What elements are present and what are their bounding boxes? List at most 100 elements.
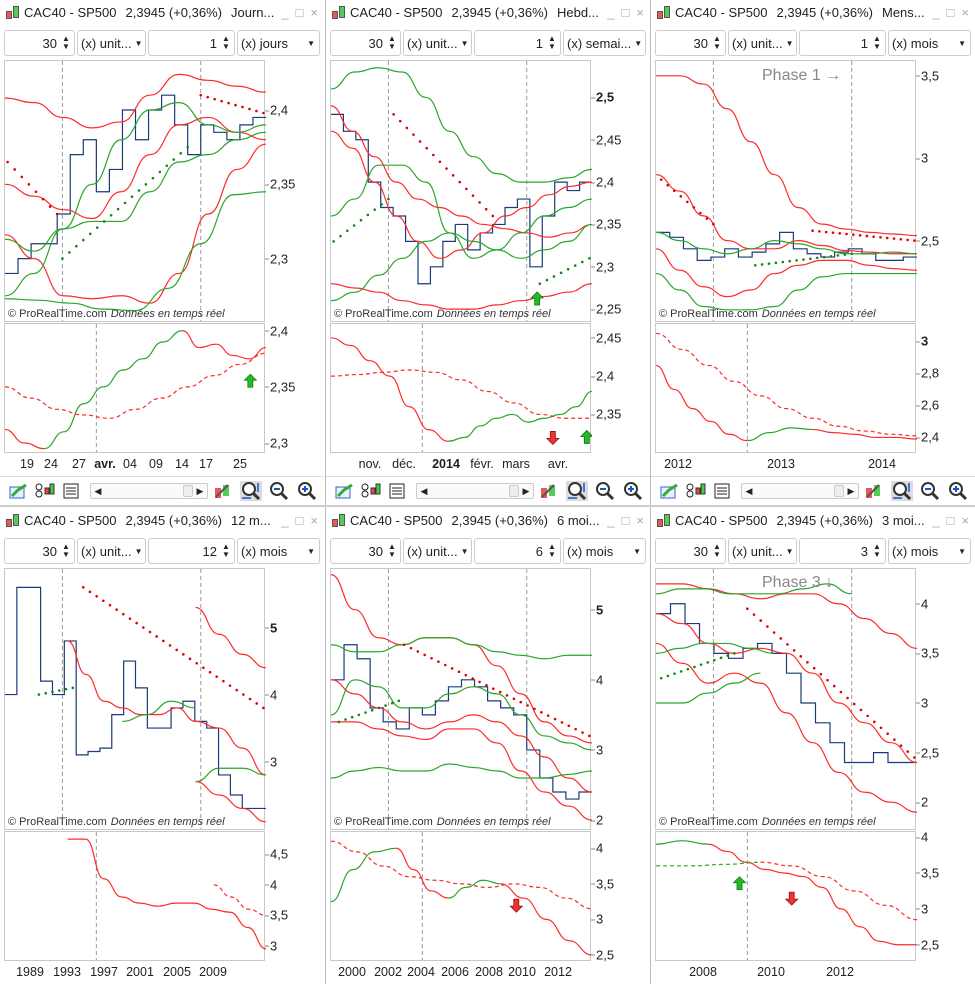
scrollbar-thumb[interactable] bbox=[509, 485, 519, 497]
period-stepper[interactable]: 30 ▲ ▼ bbox=[655, 538, 726, 564]
stepper-arrows-icon[interactable]: ▲ ▼ bbox=[873, 34, 881, 51]
multiplier-stepper[interactable]: 3 ▲ ▼ bbox=[799, 538, 886, 564]
multiplier-stepper[interactable]: 1 ▲ ▼ bbox=[148, 30, 235, 56]
chart-canvas[interactable] bbox=[331, 61, 592, 321]
scroll-right-icon[interactable]: ▶ bbox=[196, 486, 204, 496]
indicators-icon[interactable] bbox=[359, 481, 381, 501]
chart-canvas[interactable] bbox=[5, 569, 266, 829]
scroll-left-icon[interactable]: ◀ bbox=[420, 486, 428, 496]
horizontal-scrollbar[interactable]: ◀ ▶ bbox=[416, 483, 534, 499]
chevron-down-icon[interactable]: ▼ bbox=[785, 546, 794, 556]
main-chart[interactable]: © ProRealTime.com Données en temps réel bbox=[4, 60, 266, 322]
panel-title-bar[interactable]: CAC40 - SP500 2,3945 (+0,36%) 12 m... _ □ × bbox=[0, 508, 324, 533]
chart-canvas[interactable] bbox=[656, 324, 917, 452]
chart-canvas[interactable] bbox=[656, 61, 917, 321]
unit-select[interactable]: (x) unit... ▼ bbox=[403, 30, 472, 56]
unit-select[interactable]: (x) unit... ▼ bbox=[77, 538, 146, 564]
compare-icon[interactable] bbox=[60, 481, 82, 501]
timescale-select[interactable]: (x) jours ▼ bbox=[237, 30, 320, 56]
chevron-down-icon[interactable]: ▼ bbox=[307, 38, 315, 48]
compare-icon[interactable] bbox=[386, 481, 408, 501]
zoom-out-icon[interactable] bbox=[919, 481, 941, 501]
close-button[interactable]: × bbox=[636, 4, 644, 20]
period-stepper[interactable]: 30 ▲ ▼ bbox=[330, 30, 401, 56]
panel-title-bar[interactable]: CAC40 - SP500 2,3945 (+0,36%) Journ... _ □ × bbox=[0, 0, 324, 25]
stepper-arrows-icon[interactable]: ▲ ▼ bbox=[388, 34, 396, 51]
chevron-down-icon[interactable]: ▼ bbox=[634, 38, 643, 48]
chevron-down-icon[interactable]: ▼ bbox=[958, 546, 966, 556]
stepper-arrows-icon[interactable]: ▲ ▼ bbox=[388, 542, 396, 559]
maximize-button[interactable]: □ bbox=[295, 4, 304, 20]
minimize-button[interactable]: _ bbox=[607, 4, 615, 20]
chart-export-icon[interactable] bbox=[8, 481, 30, 501]
chart-canvas[interactable] bbox=[656, 569, 917, 829]
zoom-out-icon[interactable] bbox=[268, 481, 290, 501]
unit-select[interactable]: (x) unit... ▼ bbox=[77, 30, 146, 56]
chevron-down-icon[interactable]: ▼ bbox=[307, 546, 315, 556]
close-button[interactable]: × bbox=[310, 512, 318, 528]
multiplier-stepper[interactable]: 12 ▲ ▼ bbox=[148, 538, 235, 564]
stepper-arrows-icon[interactable]: ▲ ▼ bbox=[713, 34, 721, 51]
stepper-arrows-icon[interactable]: ▲ ▼ bbox=[222, 34, 230, 51]
minimize-button[interactable]: _ bbox=[932, 512, 940, 528]
maximize-button[interactable]: □ bbox=[621, 512, 630, 528]
multiplier-stepper[interactable]: 1 ▲ ▼ bbox=[799, 30, 886, 56]
main-chart[interactable]: © ProRealTime.com Données en temps réel Ph… bbox=[655, 60, 917, 322]
chart-canvas[interactable] bbox=[331, 569, 592, 829]
unit-select[interactable]: (x) unit... ▼ bbox=[728, 538, 797, 564]
maximize-button[interactable]: □ bbox=[295, 512, 304, 528]
stepper-arrows-icon[interactable]: ▲ ▼ bbox=[62, 542, 70, 559]
compare-icon[interactable] bbox=[711, 481, 733, 501]
chart-canvas[interactable] bbox=[5, 61, 266, 321]
horizontal-scrollbar[interactable]: ◀ ▶ bbox=[90, 483, 208, 499]
chart-canvas[interactable] bbox=[5, 832, 266, 960]
scroll-right-icon[interactable]: ▶ bbox=[847, 486, 855, 496]
timescale-select[interactable]: (x) semai... ▼ bbox=[563, 30, 646, 56]
maximize-button[interactable]: □ bbox=[946, 512, 955, 528]
zoom-out-icon[interactable] bbox=[594, 481, 616, 501]
main-chart[interactable]: © ProRealTime.com Données en temps réel bbox=[4, 568, 266, 830]
sub-chart[interactable] bbox=[655, 831, 917, 961]
stepper-arrows-icon[interactable]: ▲ ▼ bbox=[713, 542, 721, 559]
chart-export-icon[interactable] bbox=[659, 481, 681, 501]
period-stepper[interactable]: 30 ▲ ▼ bbox=[655, 30, 726, 56]
close-button[interactable]: × bbox=[961, 4, 969, 20]
chart-canvas[interactable] bbox=[331, 832, 592, 960]
chevron-down-icon[interactable]: ▼ bbox=[134, 38, 143, 48]
auto-zoom-icon[interactable] bbox=[566, 481, 588, 501]
zoom-in-icon[interactable] bbox=[947, 481, 969, 501]
zoom-in-icon[interactable] bbox=[296, 481, 318, 501]
unit-select[interactable]: (x) unit... ▼ bbox=[403, 538, 472, 564]
panel-divider[interactable] bbox=[0, 505, 975, 507]
minimize-button[interactable]: _ bbox=[932, 4, 940, 20]
chevron-down-icon[interactable]: ▼ bbox=[633, 546, 641, 556]
minimize-button[interactable]: _ bbox=[281, 4, 289, 20]
minimize-button[interactable]: _ bbox=[281, 512, 289, 528]
panel-divider[interactable] bbox=[650, 0, 651, 984]
chevron-down-icon[interactable]: ▼ bbox=[460, 546, 469, 556]
maximize-button[interactable]: □ bbox=[621, 4, 630, 20]
timescale-select[interactable]: (x) mois ▼ bbox=[237, 538, 320, 564]
chart-canvas[interactable] bbox=[5, 324, 266, 452]
timescale-select[interactable]: (x) mois ▼ bbox=[563, 538, 646, 564]
scroll-left-icon[interactable]: ◀ bbox=[745, 486, 753, 496]
main-chart[interactable]: © ProRealTime.com Données en temps réel bbox=[330, 568, 592, 830]
panel-title-bar[interactable]: CAC40 - SP500 2,3945 (+0,36%) 6 moi... _ □ × bbox=[326, 508, 650, 533]
main-chart[interactable]: © ProRealTime.com Données en temps réel Ph… bbox=[655, 568, 917, 830]
minimize-button[interactable]: _ bbox=[607, 512, 615, 528]
sub-chart[interactable] bbox=[655, 323, 917, 453]
panel-title-bar[interactable]: CAC40 - SP500 2,3945 (+0,36%) Hebd... _ □ × bbox=[326, 0, 650, 25]
chevron-down-icon[interactable]: ▼ bbox=[958, 38, 966, 48]
chart-canvas[interactable] bbox=[656, 832, 917, 960]
panel-divider[interactable] bbox=[325, 0, 326, 984]
panel-title-bar[interactable]: CAC40 - SP500 2,3945 (+0,36%) 3 moi... _ □ × bbox=[651, 508, 975, 533]
scrollbar-thumb[interactable] bbox=[834, 485, 844, 497]
stepper-arrows-icon[interactable]: ▲ ▼ bbox=[548, 34, 556, 51]
close-button[interactable]: × bbox=[310, 4, 318, 20]
stepper-arrows-icon[interactable]: ▲ ▼ bbox=[548, 542, 556, 559]
properties-icon[interactable] bbox=[863, 481, 885, 501]
multiplier-stepper[interactable]: 1 ▲ ▼ bbox=[474, 30, 561, 56]
chevron-down-icon[interactable]: ▼ bbox=[134, 546, 143, 556]
stepper-arrows-icon[interactable]: ▲ ▼ bbox=[62, 34, 70, 51]
maximize-button[interactable]: □ bbox=[946, 4, 955, 20]
